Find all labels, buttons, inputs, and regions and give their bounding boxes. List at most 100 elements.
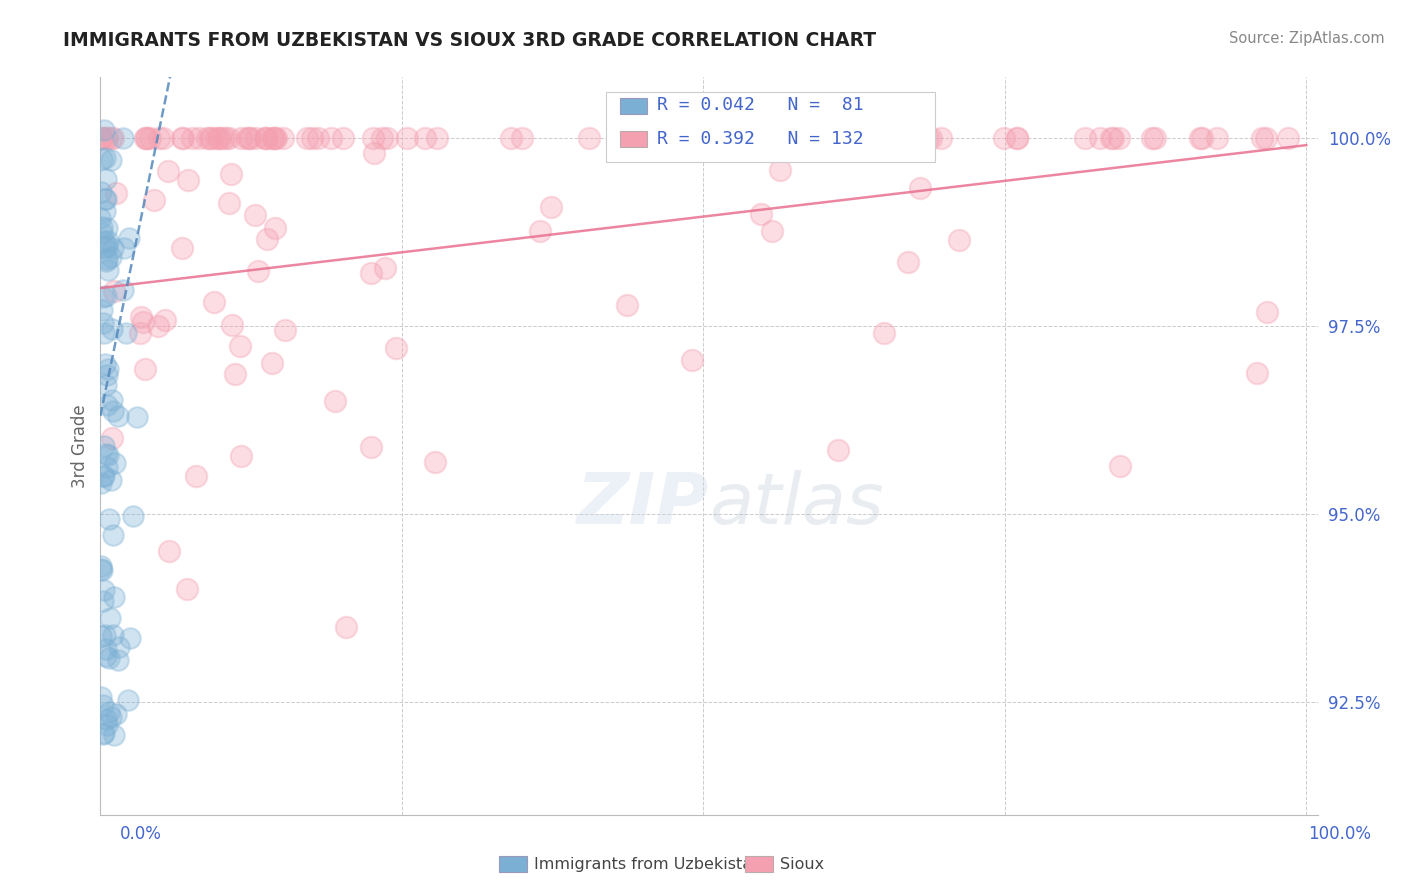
Point <box>361 130 384 145</box>
Point <box>96 460 118 475</box>
Point <box>139 130 162 145</box>
Point <box>105 707 128 722</box>
Point <box>238 130 260 145</box>
Point <box>101 241 124 255</box>
Point <box>510 130 533 145</box>
Point <box>127 410 149 425</box>
Point <box>616 298 638 312</box>
Point <box>374 260 396 275</box>
Point <box>90 302 112 317</box>
Point <box>273 130 295 145</box>
Point <box>148 130 170 145</box>
Point <box>97 650 120 665</box>
Point <box>1109 458 1132 473</box>
Point <box>90 629 112 643</box>
FancyBboxPatch shape <box>620 98 647 114</box>
Point <box>239 130 262 145</box>
FancyBboxPatch shape <box>606 92 935 162</box>
Point <box>425 454 447 468</box>
Point <box>98 512 121 526</box>
Point <box>262 130 284 145</box>
Point <box>94 241 117 255</box>
Point <box>93 234 115 248</box>
Point <box>100 153 122 168</box>
Point <box>100 130 122 145</box>
Text: atlas: atlas <box>709 470 884 540</box>
Point <box>96 718 118 732</box>
Point <box>115 326 138 340</box>
Point <box>1277 130 1299 145</box>
Point <box>101 393 124 408</box>
Point <box>90 690 112 704</box>
Point <box>896 254 918 268</box>
Point <box>910 181 932 195</box>
Point <box>360 441 382 455</box>
Text: Immigrants from Uzbekistan: Immigrants from Uzbekistan <box>534 857 762 871</box>
Point <box>94 254 117 268</box>
Point <box>873 326 896 341</box>
Point <box>499 130 522 145</box>
Point <box>385 341 408 355</box>
Point <box>120 631 142 645</box>
Point <box>170 130 193 145</box>
Point <box>578 130 600 145</box>
Point <box>1074 130 1097 145</box>
Point <box>103 628 125 642</box>
Point <box>107 640 129 654</box>
Point <box>91 698 114 712</box>
Point <box>94 192 117 206</box>
Point <box>90 152 112 166</box>
Point <box>1246 367 1268 381</box>
Point <box>135 130 157 145</box>
Point <box>93 316 115 330</box>
Point <box>236 130 259 145</box>
Point <box>256 130 278 145</box>
Point <box>97 448 120 462</box>
Text: IMMIGRANTS FROM UZBEKISTAN VS SIOUX 3RD GRADE CORRELATION CHART: IMMIGRANTS FROM UZBEKISTAN VS SIOUX 3RD … <box>63 31 876 50</box>
Point <box>93 628 115 642</box>
Point <box>93 326 115 340</box>
Text: 0.0%: 0.0% <box>120 825 162 843</box>
Point <box>371 130 394 145</box>
Point <box>917 130 939 145</box>
Point <box>221 318 243 332</box>
Point <box>93 123 115 137</box>
Point <box>156 164 179 178</box>
Point <box>360 266 382 280</box>
Point <box>1144 130 1167 145</box>
Point <box>264 221 287 235</box>
Point <box>212 130 235 145</box>
Point <box>93 439 115 453</box>
Point <box>96 712 118 726</box>
Point <box>134 130 156 145</box>
Point <box>101 130 124 145</box>
Text: Source: ZipAtlas.com: Source: ZipAtlas.com <box>1229 31 1385 46</box>
Point <box>1108 130 1130 145</box>
Point <box>94 192 117 206</box>
Point <box>104 456 127 470</box>
Point <box>101 432 124 446</box>
Point <box>195 130 218 145</box>
Point <box>229 130 252 145</box>
Point <box>96 649 118 664</box>
Point <box>247 264 270 278</box>
Point <box>1256 304 1278 318</box>
Point <box>176 582 198 596</box>
Point <box>93 726 115 740</box>
Text: 100.0%: 100.0% <box>1308 825 1371 843</box>
Point <box>112 241 135 255</box>
Point <box>1102 130 1125 145</box>
Point <box>100 473 122 487</box>
Point <box>91 563 114 577</box>
Point <box>181 130 204 145</box>
Point <box>775 130 797 145</box>
Point <box>96 238 118 252</box>
Point <box>132 315 155 329</box>
FancyBboxPatch shape <box>620 131 647 147</box>
Point <box>107 409 129 423</box>
Point <box>245 208 267 222</box>
Point <box>363 146 385 161</box>
Point <box>218 130 240 145</box>
Point <box>274 323 297 337</box>
Point <box>540 200 562 214</box>
